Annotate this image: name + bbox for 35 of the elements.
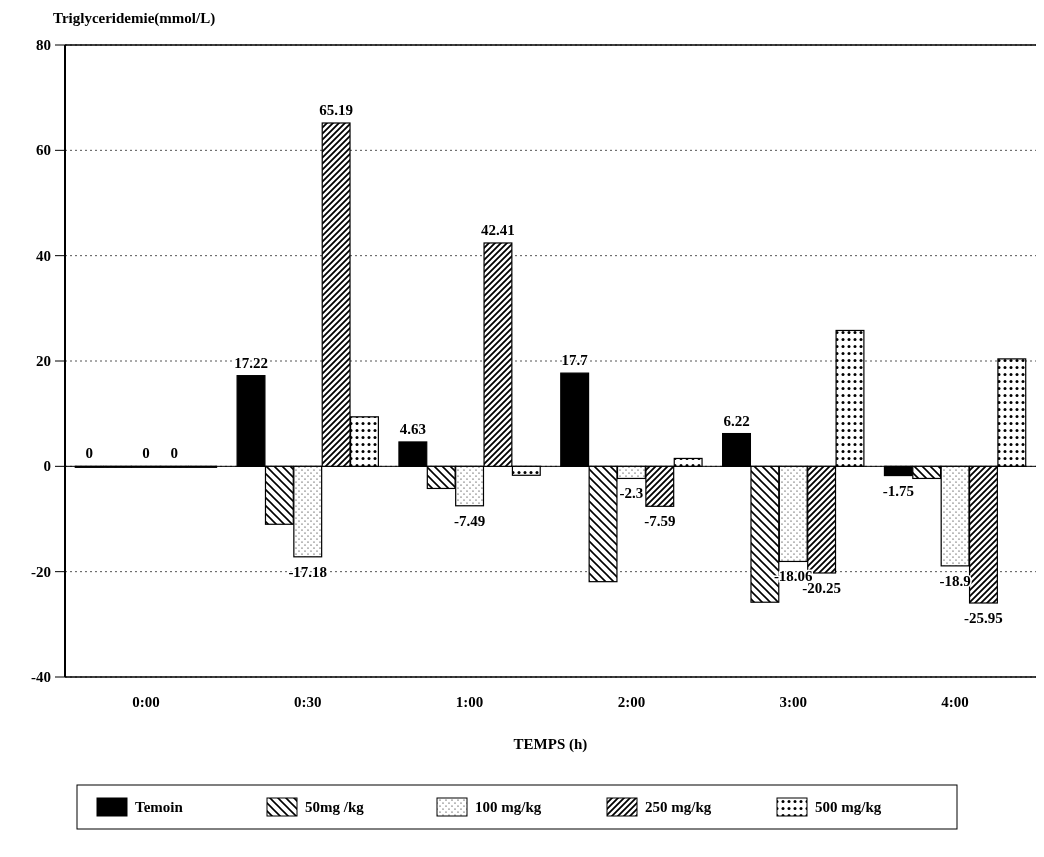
y-tick-label: 80: [36, 37, 51, 53]
data-label: 0: [85, 445, 93, 462]
data-label: -1.75: [882, 482, 914, 499]
data-label: 42.41: [481, 221, 515, 238]
x-tick-label: 4:00: [941, 694, 969, 710]
data-label: 6.22: [723, 412, 750, 429]
x-tick-label: 0:30: [294, 694, 322, 710]
y-tick-label: 60: [36, 142, 51, 159]
data-label: 17.22: [234, 354, 268, 371]
y-tick-label: -20: [31, 563, 51, 580]
legend-label: Temoin: [135, 799, 184, 815]
legend-label: 100 mg/kg: [475, 799, 542, 815]
legend-label: 500 mg/kg: [815, 799, 882, 815]
data-label: 4.63: [399, 420, 426, 437]
legend-label: 50mg /kg: [305, 799, 365, 815]
legend-label: 250 mg/kg: [645, 799, 712, 815]
y-tick-label: 20: [36, 353, 51, 369]
y-tick-label: 40: [36, 247, 51, 264]
x-axis-title: TEMPS (h): [513, 736, 588, 753]
data-label: 0: [170, 445, 179, 462]
data-label: -25.95: [964, 610, 1003, 626]
x-tick-label: 3:00: [779, 694, 807, 710]
data-label: -2.3: [619, 485, 644, 502]
y-tick-label: 0: [43, 458, 51, 475]
x-tick-label: 0:00: [132, 694, 160, 710]
data-label: -7.49: [453, 512, 486, 529]
y-axis-title: Triglyceridemie(mmol/L): [53, 10, 216, 27]
data-label: 0: [142, 445, 150, 462]
y-tick-label: -40: [31, 669, 51, 685]
data-label: 17.7: [561, 352, 589, 369]
data-label: -17.18: [288, 563, 328, 580]
data-label: -7.59: [644, 513, 676, 530]
data-label: 65.19: [319, 102, 353, 118]
x-tick-label: 1:00: [455, 694, 484, 710]
x-tick-label: 2:00: [617, 694, 646, 710]
